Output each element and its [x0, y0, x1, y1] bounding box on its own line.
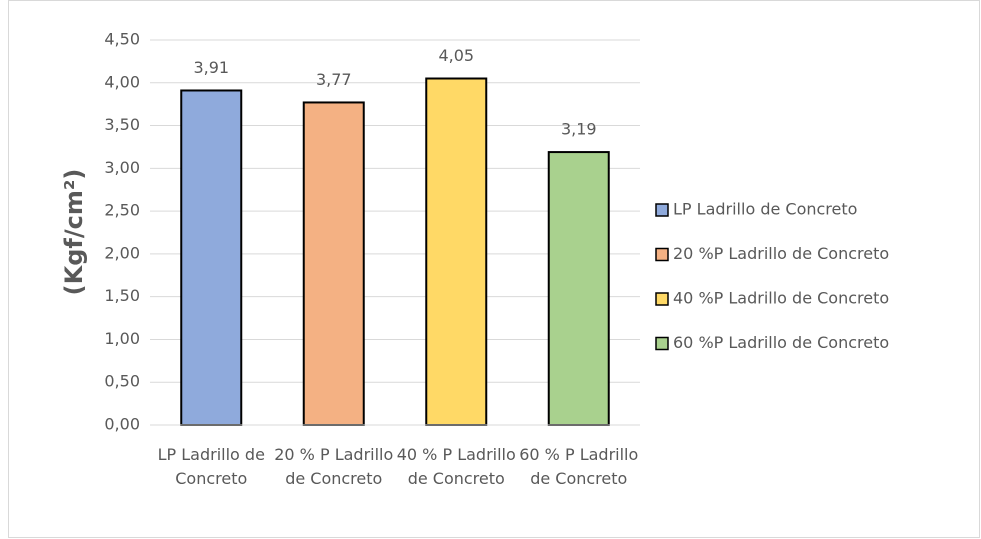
y-tick-label: 3,50 [104, 115, 140, 134]
bar [180, 89, 243, 426]
legend-label: LP Ladrillo de Concreto [673, 200, 857, 219]
y-tick-label: 1,50 [104, 286, 140, 305]
legend-label: 20 %P Ladrillo de Concreto [673, 244, 889, 263]
y-axis-label: (Kgf/cm²) [60, 169, 88, 296]
y-tick-label: 4,00 [104, 72, 140, 91]
y-tick-label: 1,00 [104, 329, 140, 348]
y-tick-label: 0,50 [104, 372, 140, 391]
x-tick-label: 60 % P Ladrillo de Concreto [519, 445, 639, 488]
y-tick-label: 2,00 [104, 243, 140, 262]
bar [425, 77, 488, 426]
data-label: 4,05 [438, 46, 474, 65]
legend-swatch [655, 292, 669, 306]
y-tick-label: 4,50 [104, 30, 140, 49]
bar [547, 151, 610, 426]
x-tick-label: 40 % P Ladrillo de Concreto [396, 445, 516, 488]
y-tick-label: 3,00 [104, 158, 140, 177]
legend-label: 60 %P Ladrillo de Concreto [673, 333, 889, 352]
y-tick-label: 2,50 [104, 201, 140, 220]
legend-swatch [655, 247, 669, 262]
bar [302, 101, 365, 426]
data-label: 3,19 [561, 120, 597, 139]
legend-swatch [655, 336, 669, 351]
data-label: 3,77 [316, 70, 352, 89]
x-tick-label: 20 % P Ladrillo de Concreto [274, 445, 394, 488]
y-tick-label: 0,00 [104, 415, 140, 434]
data-label: 3,91 [193, 58, 229, 77]
chart-border [8, 0, 980, 538]
legend-label: 40 %P Ladrillo de Concreto [673, 289, 889, 308]
x-tick-label: LP Ladrillo de Concreto [157, 445, 265, 488]
legend-swatch [655, 203, 669, 217]
